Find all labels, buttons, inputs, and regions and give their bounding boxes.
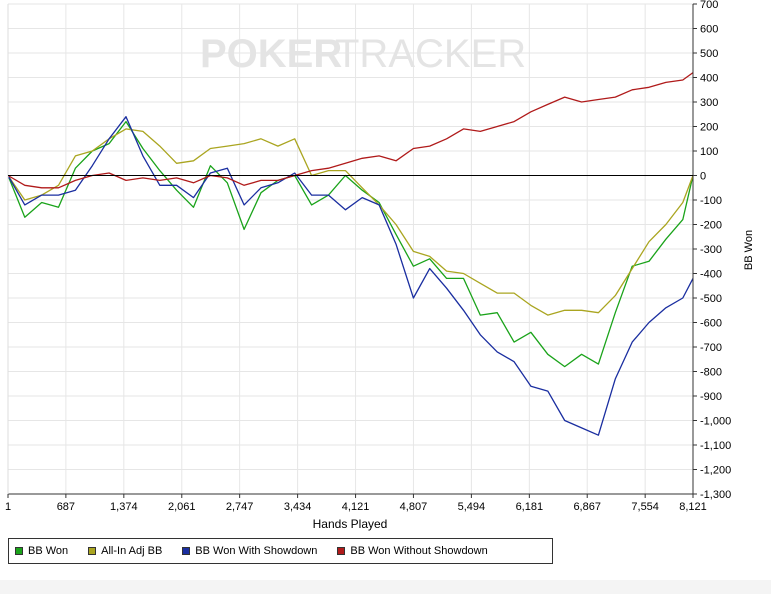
legend-item-bb-won[interactable]: BB Won <box>15 545 68 557</box>
bottom-strip <box>0 580 771 594</box>
legend-swatch-bb-won-with-showdown <box>182 547 191 555</box>
y-tick-label: -700 <box>700 342 722 354</box>
y-tick-label: -900 <box>700 391 722 403</box>
watermark-right: TRACKER <box>335 32 526 76</box>
x-tick-label: 8,121 <box>679 501 707 513</box>
legend-label-bb-won: BB Won <box>28 545 69 557</box>
x-tick-label: 3,434 <box>284 501 312 513</box>
x-tick-label: 687 <box>57 501 75 513</box>
legend-item-all-in-adj-bb[interactable]: All-In Adj BB <box>88 545 162 557</box>
y-tick-label: -500 <box>700 293 722 305</box>
watermark: POKER TRACKER <box>200 32 526 76</box>
legend-swatch-bb-won <box>15 547 23 555</box>
y-tick-label: -1,300 <box>700 489 731 501</box>
x-tick-label: 1 <box>5 501 11 513</box>
y-tick-label: 200 <box>700 122 718 134</box>
x-tick-label: 7,554 <box>631 501 659 513</box>
y-tick-label: 0 <box>700 171 706 183</box>
ticks-layer: 700 600 500 400 300 200 100 0 -100 -200 -300 -400 -5… <box>5 0 731 513</box>
x-tick-label: 6,867 <box>573 501 601 513</box>
x-tick-label: 6,181 <box>516 501 544 513</box>
y-tick-label: 100 <box>700 146 718 158</box>
x-tick-label: 5,494 <box>458 501 486 513</box>
y-tick-label: -1,100 <box>700 440 731 452</box>
y-tick-label: 500 <box>700 48 718 60</box>
series-layer <box>7 72 694 436</box>
y-tick-label: -400 <box>700 269 722 281</box>
legend-swatch-bb-won-without-showdown <box>337 547 346 555</box>
axes-layer <box>7 4 694 495</box>
y-tick-label: -1,200 <box>700 465 731 477</box>
x-tick-label: 1,374 <box>110 501 138 513</box>
legend-swatch-all-in-adj-bb <box>88 547 97 555</box>
grid-layer <box>7 3 694 495</box>
y-tick-label: -600 <box>700 318 722 330</box>
series-line-bb-won <box>7 120 694 368</box>
y-tick-label: 400 <box>700 73 718 85</box>
series-line-all-in-adj-bb <box>7 128 694 316</box>
series-line-bb-won-with-showdown <box>7 116 694 436</box>
y-tick-label: -800 <box>700 367 722 379</box>
y-tick-label: 300 <box>700 97 718 109</box>
x-tick-label: 2,747 <box>226 501 254 513</box>
x-tick-label: 4,807 <box>400 501 428 513</box>
legend-label-all-in-adj-bb: All-In Adj BB <box>101 545 163 557</box>
legend-label-bb-won-with-showdown: BB Won With Showdown <box>195 545 318 557</box>
y-tick-label: -100 <box>700 195 722 207</box>
y-axis-title: BB Won <box>743 230 755 270</box>
y-tick-label: -1,000 <box>700 416 731 428</box>
y-tick-label: 600 <box>700 24 718 36</box>
legend: BB Won All-In Adj BB BB Won With Showdow… <box>8 538 553 564</box>
legend-label-bb-won-without-showdown: BB Won Without Showdown <box>350 545 488 557</box>
watermark-left: POKER <box>200 32 342 76</box>
y-tick-label: -200 <box>700 220 722 232</box>
legend-item-bb-won-with-showdown[interactable]: BB Won With Showdown <box>182 545 317 557</box>
legend-item-bb-won-without-showdown[interactable]: BB Won Without Showdown <box>337 545 488 557</box>
x-tick-label: 2,061 <box>168 501 196 513</box>
series-line-bb-won-without-showdown <box>7 72 694 189</box>
y-tick-label: -300 <box>700 244 722 256</box>
x-tick-label: 4,121 <box>342 501 370 513</box>
x-axis-title: Hands Played <box>313 517 388 531</box>
y-tick-label: 700 <box>700 0 718 11</box>
